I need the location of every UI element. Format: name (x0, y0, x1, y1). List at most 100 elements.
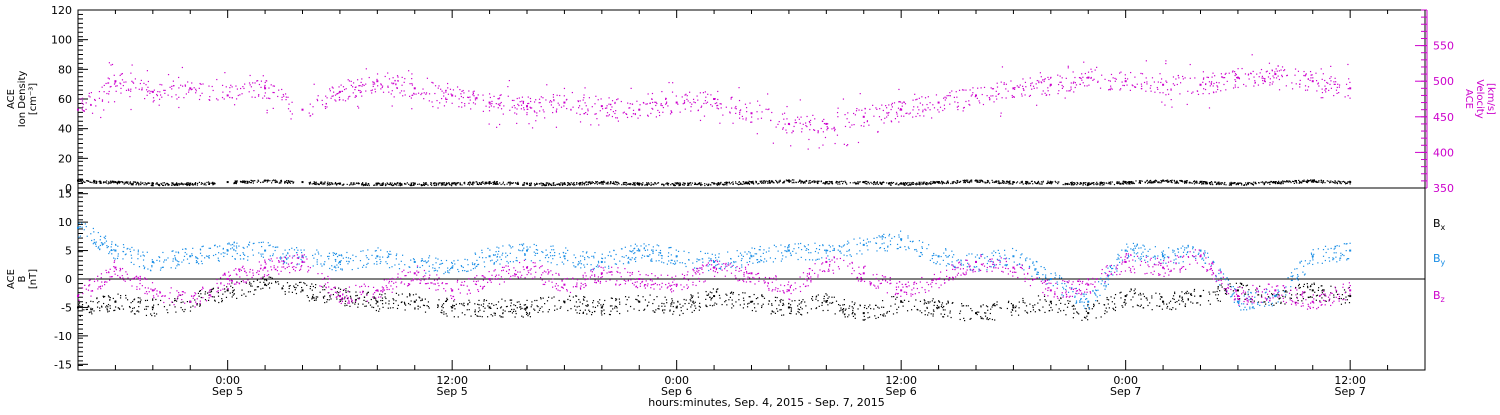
data-dot (485, 182, 486, 183)
data-dot (528, 96, 529, 97)
data-dot (498, 104, 499, 105)
data-dot (388, 303, 389, 304)
data-dot (1106, 182, 1107, 183)
data-dot (868, 306, 869, 307)
data-dot (1022, 86, 1023, 87)
data-dot (902, 103, 903, 104)
data-dot (1213, 85, 1214, 86)
data-dot (1255, 289, 1256, 290)
data-dot (339, 97, 340, 98)
data-dot (1135, 87, 1136, 88)
data-dot (1044, 312, 1045, 313)
data-dot (697, 100, 698, 101)
data-dot (415, 94, 416, 95)
data-dot (512, 107, 513, 108)
data-dot (916, 99, 917, 100)
data-dot (438, 183, 439, 184)
data-dot (584, 184, 585, 185)
data-dot (1232, 182, 1233, 183)
data-dot (769, 180, 770, 181)
data-point (676, 102, 678, 104)
data-dot (1262, 181, 1263, 182)
data-dot (398, 185, 399, 186)
data-dot (617, 184, 618, 185)
data-dot (153, 101, 154, 102)
data-dot (1116, 183, 1117, 184)
data-dot (689, 102, 690, 103)
data-dot (1109, 182, 1110, 183)
data-dot (1189, 182, 1190, 183)
data-dot (1130, 72, 1131, 73)
data-dot (181, 302, 182, 303)
data-dot (1030, 95, 1031, 96)
data-dot (373, 84, 374, 85)
data-dot (1112, 301, 1113, 302)
data-dot (191, 89, 192, 90)
data-dot (382, 86, 383, 87)
data-dot (946, 303, 947, 304)
data-dot (335, 100, 336, 101)
data-dot (1343, 181, 1344, 182)
data-dot (430, 184, 431, 185)
data-dot (870, 182, 871, 183)
data-dot (1150, 180, 1151, 181)
data-dot (111, 181, 112, 182)
data-dot (247, 181, 248, 182)
data-dot (414, 308, 415, 309)
data-dot (631, 116, 632, 117)
data-dot (834, 297, 835, 298)
right-y-tick-label: 350 (1433, 182, 1454, 195)
data-dot (805, 125, 806, 126)
data-dot (382, 298, 383, 299)
data-dot (312, 106, 313, 107)
data-dot (522, 184, 523, 185)
data-dot (1182, 181, 1183, 182)
data-dot (417, 184, 418, 185)
data-dot (124, 183, 125, 184)
data-dot (1012, 97, 1013, 98)
data-dot (685, 109, 686, 110)
data-dot (300, 282, 301, 283)
data-dot (1338, 181, 1339, 182)
data-dot (1157, 181, 1158, 182)
data-dot (907, 310, 908, 311)
data-dot (536, 112, 537, 113)
data-dot (81, 181, 82, 182)
data-dot (1349, 181, 1350, 182)
data-dot (825, 293, 826, 294)
data-dot (271, 283, 272, 284)
data-dot (735, 301, 736, 302)
data-dot (1038, 181, 1039, 182)
data-dot (633, 110, 634, 111)
data-dot (1112, 181, 1113, 182)
data-dot (856, 183, 857, 184)
data-dot (1322, 181, 1323, 182)
data-dot (147, 91, 148, 92)
data-dot (928, 107, 929, 108)
data-dot (1233, 87, 1234, 88)
data-dot (264, 279, 265, 280)
data-dot (550, 184, 551, 185)
data-dot (1264, 81, 1265, 82)
data-dot (404, 82, 405, 83)
data-dot (716, 102, 717, 103)
data-dot (699, 306, 700, 307)
data-dot (158, 185, 159, 186)
data-dot (394, 80, 395, 81)
data-dot (304, 283, 305, 284)
data-dot (191, 82, 192, 83)
data-dot (864, 319, 865, 320)
data-dot (201, 297, 202, 298)
data-dot (464, 105, 465, 106)
data-dot (1025, 310, 1026, 311)
data-dot (682, 305, 683, 306)
data-dot (760, 181, 761, 182)
data-dot (165, 90, 166, 91)
data-dot (1087, 312, 1088, 313)
data-dot (181, 183, 182, 184)
data-dot (443, 92, 444, 93)
data-dot (732, 181, 733, 182)
data-dot (431, 101, 432, 102)
data-dot (1119, 89, 1120, 90)
